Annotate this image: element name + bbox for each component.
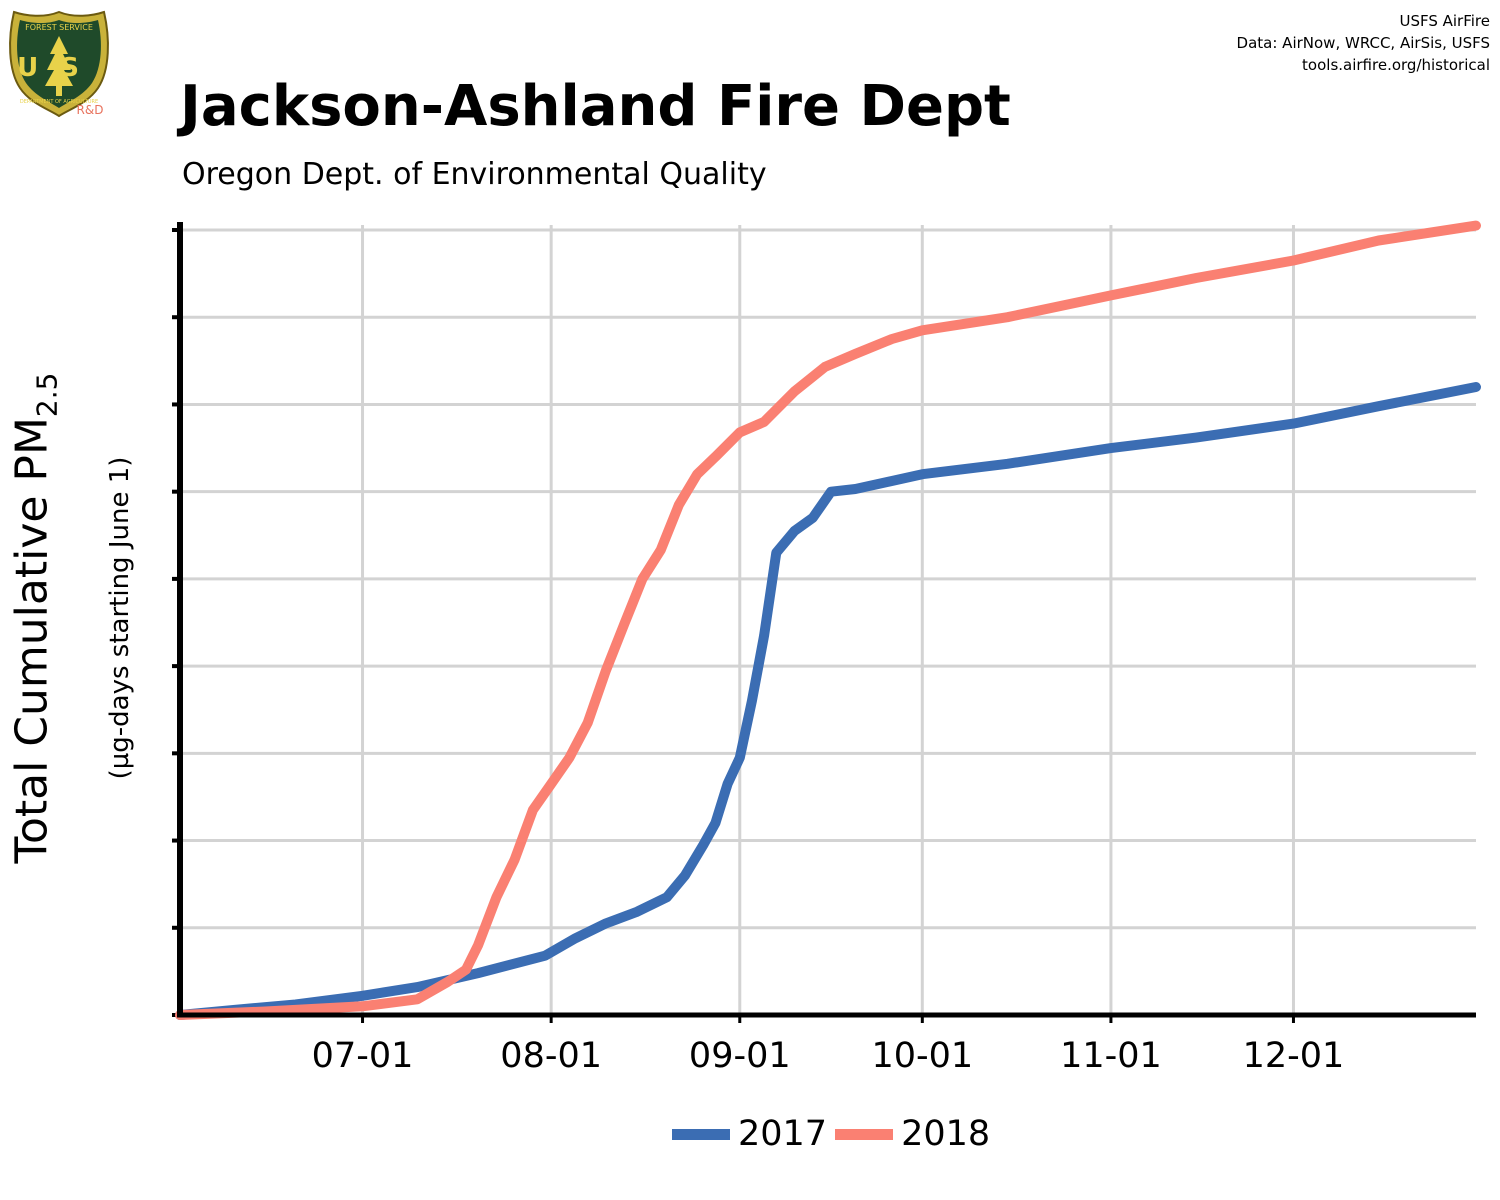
x-tick-label: 07-01 xyxy=(312,1036,414,1076)
x-tick-label: 08-01 xyxy=(500,1036,602,1076)
legend-swatch-2017 xyxy=(672,1128,730,1140)
legend-label-2018: 2018 xyxy=(901,1114,991,1154)
legend: 2017 2018 xyxy=(672,1114,998,1154)
credits: USFS AirFire Data: AirNow, WRCC, AirSis,… xyxy=(1237,10,1490,76)
x-tick-label: 10-01 xyxy=(871,1036,973,1076)
x-tick-label: 12-01 xyxy=(1243,1036,1345,1076)
x-tick-label: 11-01 xyxy=(1060,1036,1162,1076)
logo-text-mid: US xyxy=(17,53,101,83)
credits-line2: Data: AirNow, WRCC, AirSis, USFS xyxy=(1236,34,1490,52)
legend-item-2018: 2018 xyxy=(835,1114,990,1154)
logo-text-bottom: DEPARTMENT OF AGRICULTURE xyxy=(20,99,98,105)
logo-badge: R&D xyxy=(77,103,104,117)
x-tick-label: 09-01 xyxy=(689,1036,791,1076)
legend-swatch-2018 xyxy=(835,1128,894,1140)
legend-label-2017: 2017 xyxy=(738,1114,828,1154)
credits-line1: USFS AirFire xyxy=(1399,12,1490,30)
series-line-2017 xyxy=(175,382,1481,1020)
logo-text-top: FOREST SERVICE xyxy=(25,23,93,32)
series-line-2018 xyxy=(175,220,1481,1020)
chart-subtitle: Oregon Dept. of Environmental Quality xyxy=(182,157,767,192)
legend-item-2017: 2017 xyxy=(672,1114,827,1154)
credits-line3: tools.airfire.org/historical xyxy=(1302,56,1490,74)
forest-service-shield-logo: FOREST SERVICE US DEPARTMENT OF AGRICULT… xyxy=(9,10,109,118)
chart-title: Jackson-Ashland Fire Dept xyxy=(180,74,1011,139)
